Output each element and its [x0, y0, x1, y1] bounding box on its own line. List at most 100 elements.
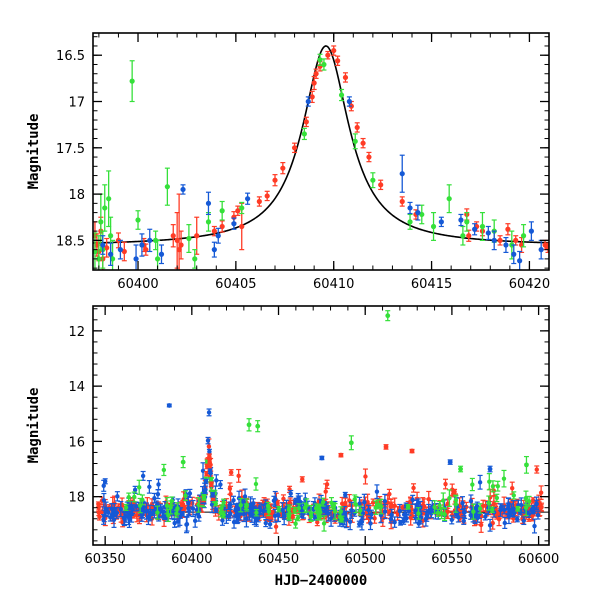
- data-point: [126, 492, 132, 502]
- data-point: [415, 507, 421, 520]
- data-point: [466, 229, 472, 242]
- data-point: [342, 72, 349, 83]
- data-point: [154, 505, 160, 520]
- data-point: [528, 221, 534, 241]
- x-tick-label: 60410: [313, 277, 354, 292]
- data-point: [314, 518, 320, 527]
- data-point: [470, 503, 476, 520]
- data-point: [491, 230, 497, 251]
- data-point: [296, 503, 302, 514]
- data-point: [485, 225, 491, 241]
- data-point: [118, 500, 124, 518]
- data-point: [256, 196, 262, 207]
- data-point: [342, 511, 348, 526]
- data-point: [102, 184, 108, 232]
- data-point: [487, 465, 493, 473]
- y-tick-label: 17.5: [56, 142, 85, 157]
- data-point: [190, 499, 196, 518]
- data-point: [532, 518, 538, 534]
- data-point: [458, 465, 464, 473]
- data-point: [339, 515, 345, 523]
- data-point: [352, 133, 358, 150]
- data-point: [442, 507, 448, 522]
- x-axis-title: HJD−2400000: [275, 573, 368, 589]
- data-point: [205, 436, 211, 445]
- data-point: [137, 497, 143, 514]
- x-tick-label: 60415: [411, 277, 452, 292]
- data-point: [325, 505, 331, 522]
- data-point: [288, 489, 294, 498]
- data-point: [328, 509, 334, 527]
- data-point: [446, 489, 452, 508]
- data-point: [523, 490, 529, 506]
- data-point: [114, 491, 120, 502]
- plot-area: [93, 45, 549, 270]
- data-point: [511, 244, 517, 265]
- data-point: [309, 90, 315, 104]
- data-point: [494, 493, 500, 503]
- data-point: [203, 478, 209, 485]
- data-point: [374, 484, 380, 500]
- data-point: [518, 497, 524, 513]
- data-point: [378, 498, 384, 515]
- data-point: [501, 469, 507, 488]
- x-tick-label: 60500: [345, 552, 386, 567]
- data-point: [535, 510, 541, 520]
- data-point: [360, 137, 366, 149]
- data-point: [96, 509, 102, 517]
- data-point: [367, 516, 373, 531]
- data-point: [523, 455, 529, 474]
- data-point: [477, 503, 483, 514]
- data-point: [293, 518, 299, 529]
- data-point: [462, 505, 468, 520]
- data-point: [253, 509, 259, 517]
- data-point: [186, 500, 192, 516]
- data-point: [419, 204, 425, 225]
- data-point: [217, 479, 223, 490]
- data-point: [399, 196, 405, 207]
- y-tick-label: 18: [68, 188, 85, 203]
- x-tick-label: 60405: [215, 277, 256, 292]
- data-point: [335, 55, 341, 67]
- data-point: [109, 239, 116, 270]
- y-tick-label: 17: [68, 96, 85, 111]
- data-point: [139, 233, 145, 257]
- data-point: [321, 58, 327, 71]
- y-axis-title: Magnitude: [26, 114, 42, 190]
- data-point: [151, 492, 157, 504]
- data-point: [158, 244, 165, 265]
- bottom-panel-full-light-curve: 60350 60400 60450 60500 60550 60600 12 14 16 18 Ma…: [26, 305, 559, 589]
- data-point: [520, 224, 527, 248]
- data-point: [264, 190, 270, 202]
- data-point: [227, 504, 233, 510]
- data-point: [231, 217, 237, 230]
- data-point: [357, 505, 363, 516]
- data-point: [409, 448, 415, 454]
- data-point: [531, 504, 537, 513]
- data-point: [443, 478, 449, 490]
- data-point: [178, 230, 184, 260]
- data-point: [146, 480, 152, 494]
- y-tick-label: 16.5: [56, 49, 85, 64]
- data-point: [477, 474, 483, 490]
- data-point: [331, 45, 337, 56]
- data-point: [244, 498, 250, 512]
- data-point: [403, 509, 409, 519]
- data-point: [266, 507, 272, 517]
- data-point: [497, 235, 503, 246]
- data-point: [183, 515, 189, 534]
- data-point: [205, 212, 212, 232]
- x-tick-label: 60400: [117, 277, 158, 292]
- top-panel-zoom-light-curve: 60400 60405 60410 60415 60420 16.5 17 17.5 18 18.…: [26, 32, 550, 292]
- data-point: [486, 495, 492, 511]
- data-point: [286, 513, 292, 520]
- data-point: [154, 239, 161, 270]
- data-point: [386, 488, 392, 500]
- data-point: [211, 225, 217, 237]
- data-point: [161, 463, 167, 477]
- data-point: [299, 476, 305, 483]
- data-point: [319, 455, 325, 461]
- data-point: [545, 242, 549, 254]
- data-point: [353, 496, 359, 514]
